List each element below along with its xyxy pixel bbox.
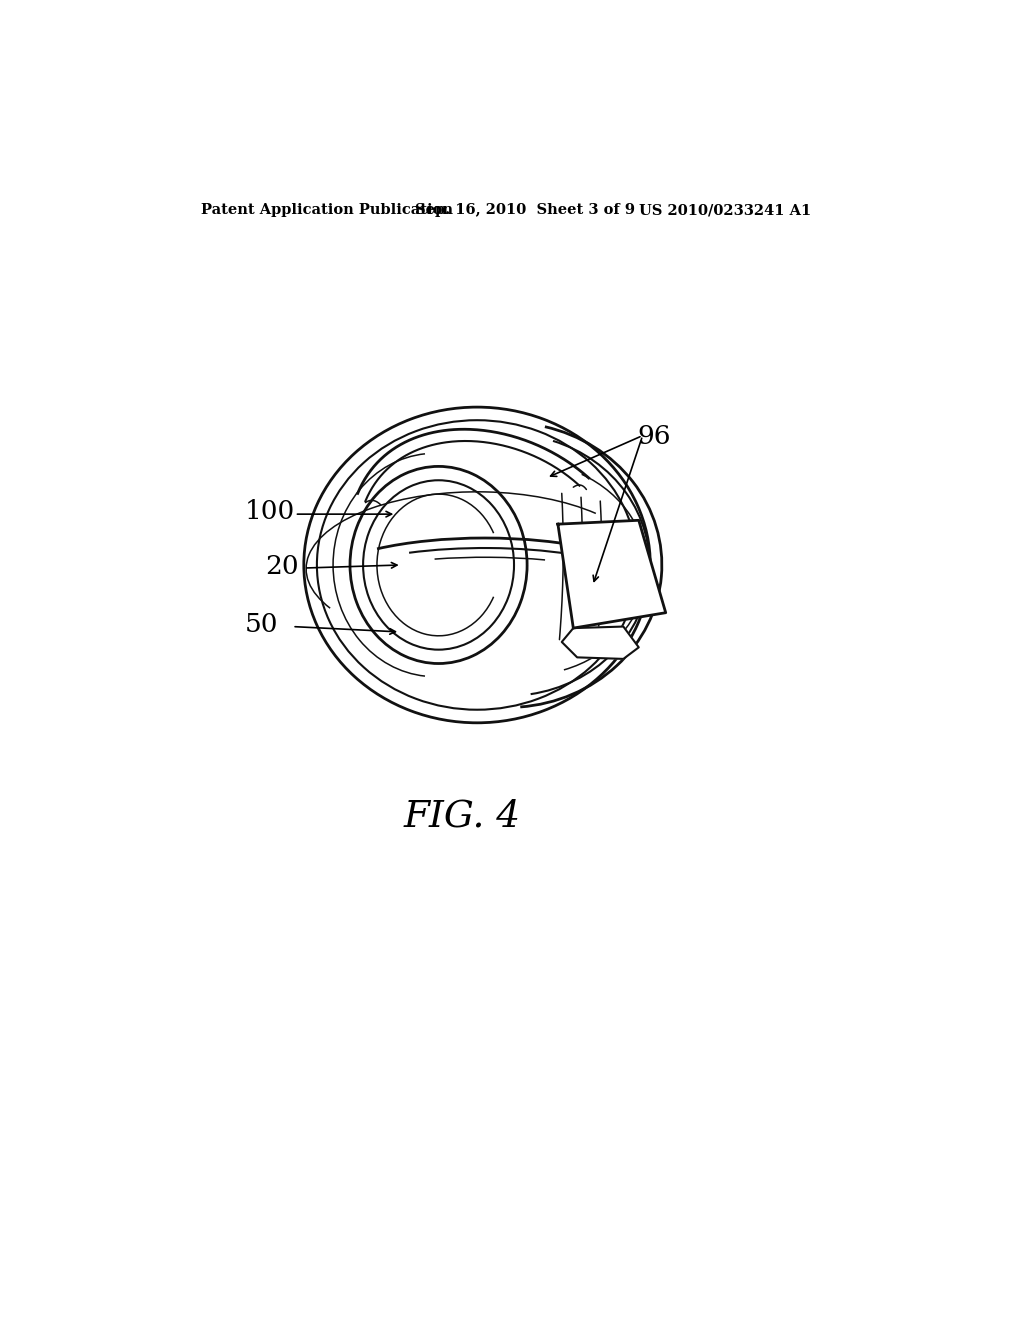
Text: FIG. 4: FIG. 4	[403, 799, 520, 834]
Text: 100: 100	[245, 499, 295, 524]
Text: 96: 96	[637, 424, 671, 449]
Text: 20: 20	[265, 554, 299, 579]
Text: US 2010/0233241 A1: US 2010/0233241 A1	[639, 203, 811, 216]
Text: Patent Application Publication: Patent Application Publication	[202, 203, 454, 216]
Polygon shape	[562, 627, 639, 659]
Text: Sep. 16, 2010  Sheet 3 of 9: Sep. 16, 2010 Sheet 3 of 9	[416, 203, 636, 216]
Polygon shape	[558, 520, 666, 628]
Text: 50: 50	[245, 611, 279, 636]
